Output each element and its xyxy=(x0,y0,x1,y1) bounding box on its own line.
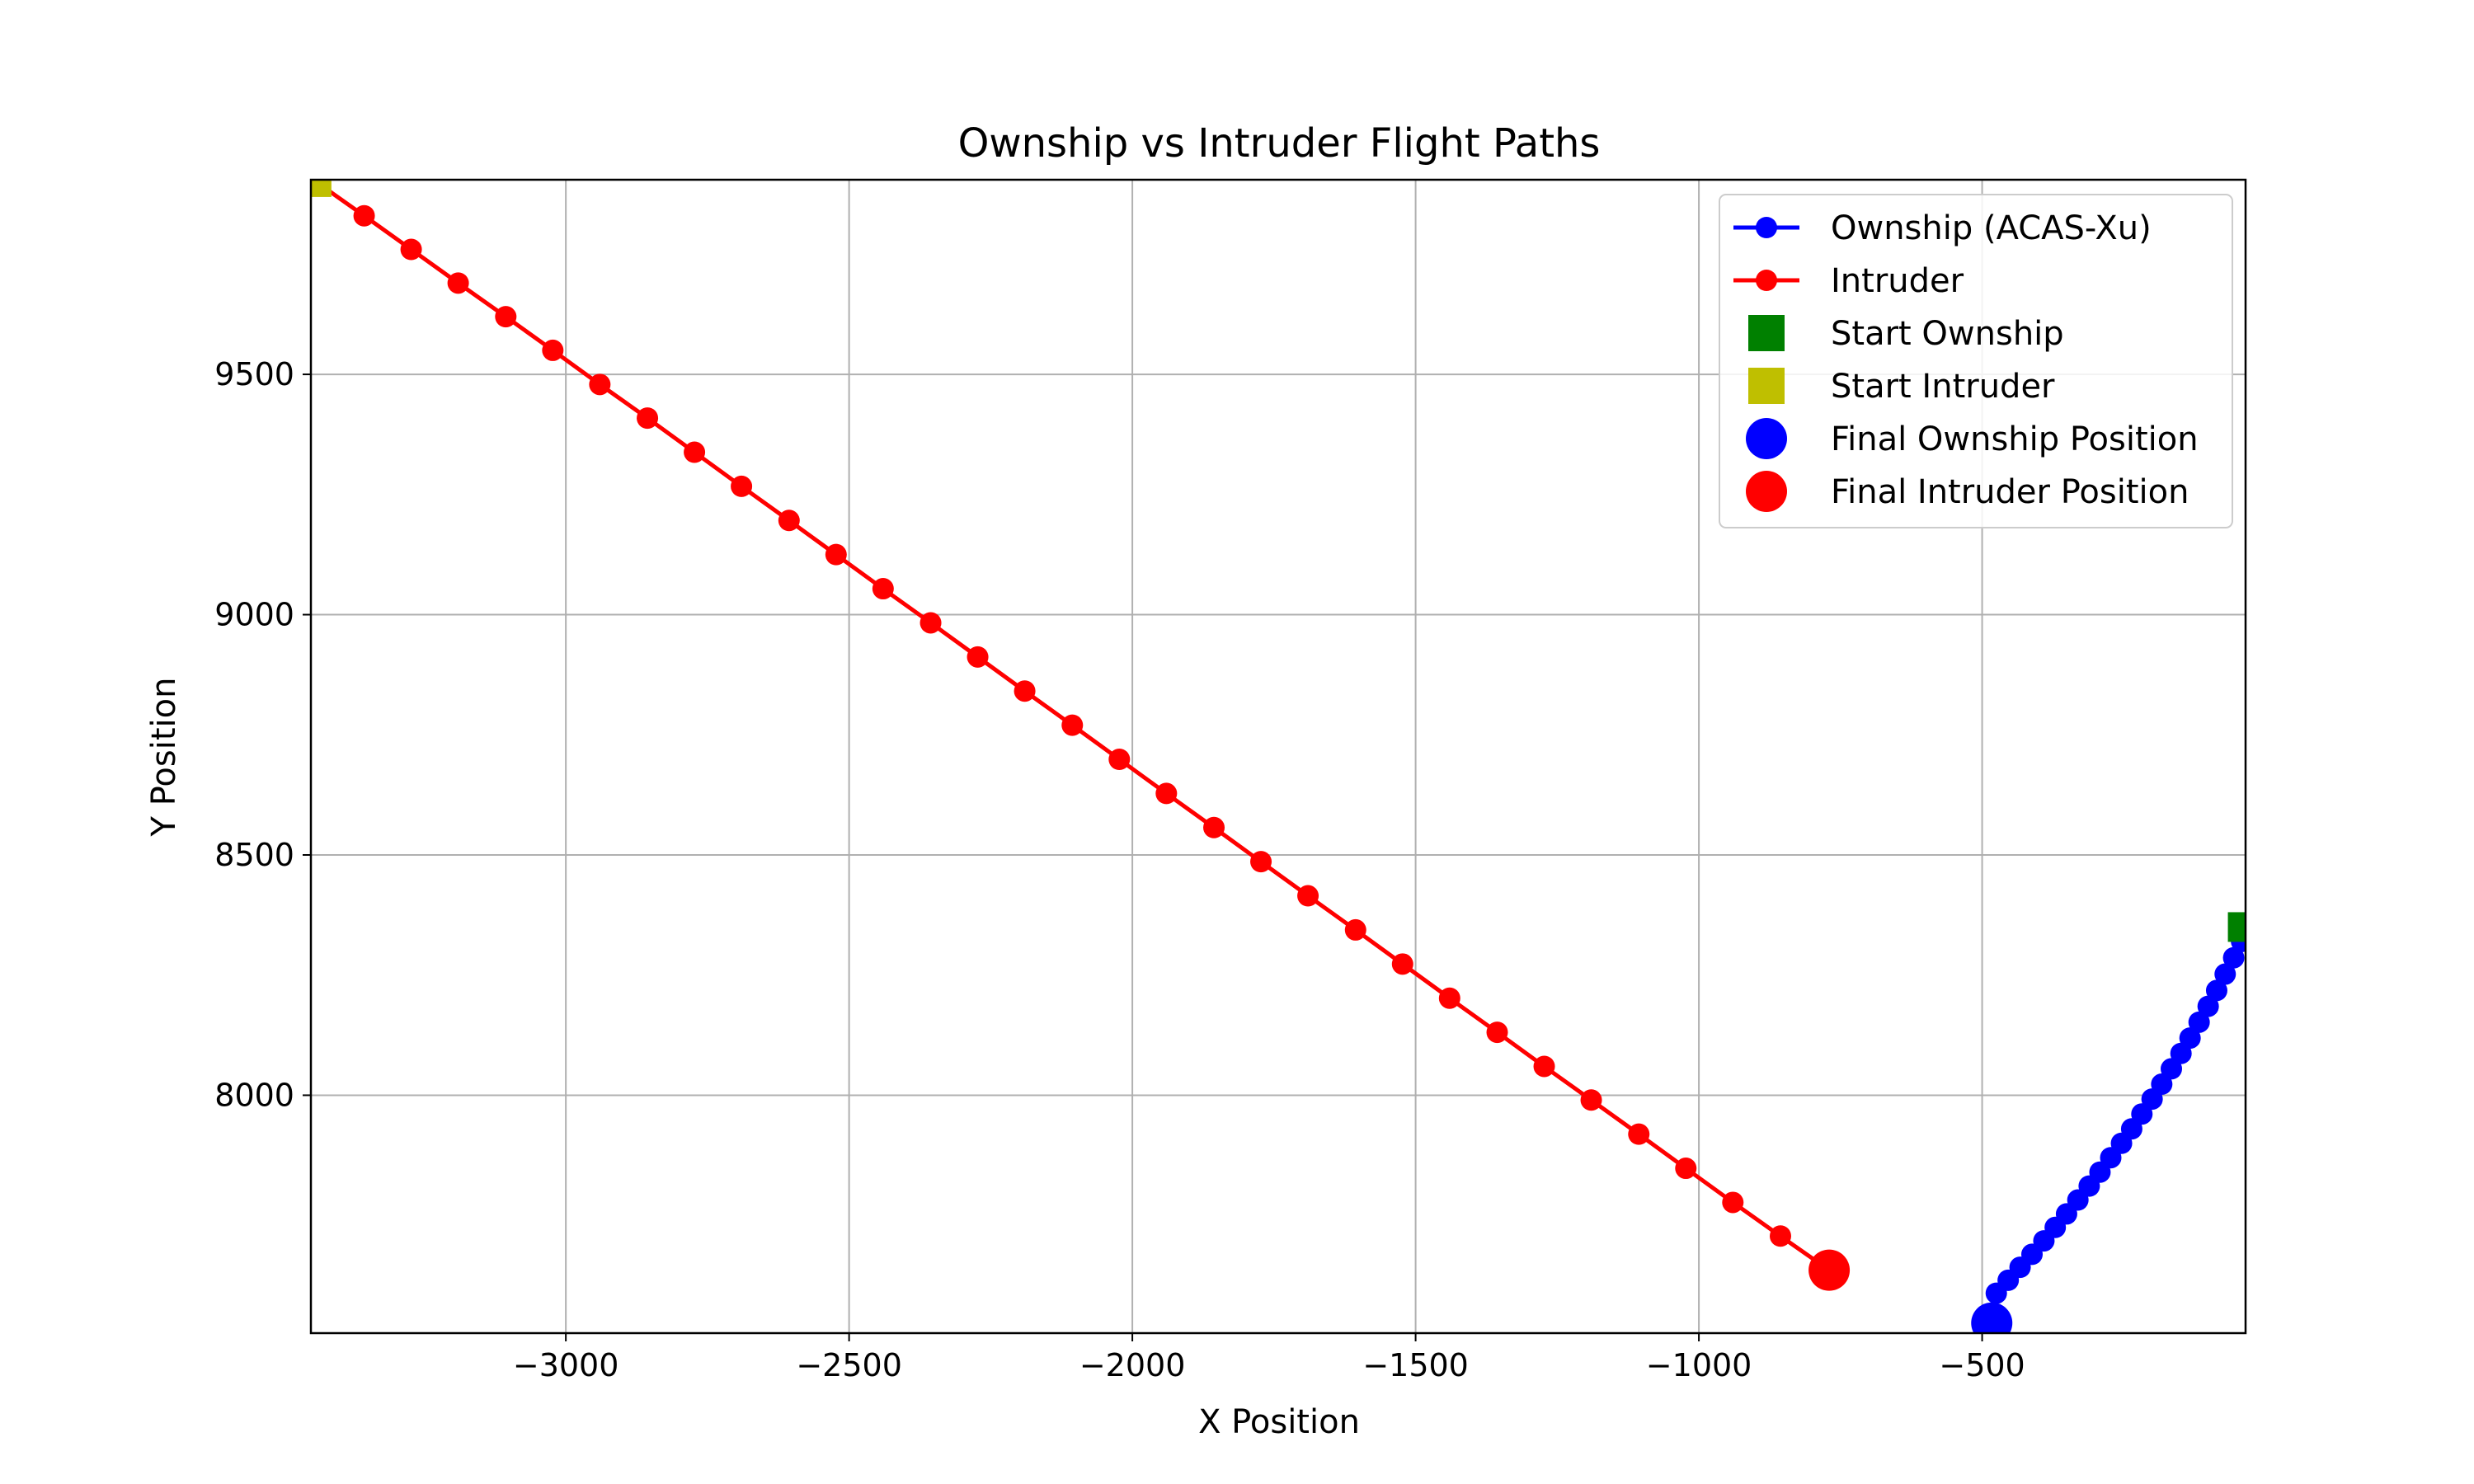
intruder-point xyxy=(542,339,564,361)
intruder-point xyxy=(1155,782,1178,805)
y-axis-label: Y Position xyxy=(145,678,183,838)
legend-label: Ownship (ACAS-Xu) xyxy=(1831,209,2152,247)
legend: Ownship (ACAS-Xu) Intruder Start Ownship St… xyxy=(1719,194,2233,528)
ownship-acas-xu-point xyxy=(2205,979,2227,1002)
x-axis-label: X Position xyxy=(1198,1403,1360,1441)
start-ownship-marker xyxy=(2227,912,2246,942)
plot-series xyxy=(311,180,2246,1333)
final-ownship-position-marker xyxy=(1971,1302,2013,1333)
intruder-point xyxy=(1344,918,1366,941)
y-tick-label: 9500 xyxy=(214,356,294,392)
plot-frame xyxy=(309,178,2247,1335)
intruder-point xyxy=(1628,1123,1650,1145)
legend-swatch-circle xyxy=(1746,471,1787,512)
ownship-acas-xu-point xyxy=(2170,1042,2192,1064)
ownship-acas-xu-point xyxy=(2222,946,2245,969)
intruder-point xyxy=(637,407,659,430)
intruder-point xyxy=(684,441,706,463)
ownship-acas-xu-series xyxy=(1981,930,2246,1333)
intruder-point xyxy=(731,475,753,497)
legend-entry-ownship-acas-xu: Ownship (ACAS-Xu) xyxy=(1733,209,2152,247)
legend-swatch-square xyxy=(1748,368,1785,404)
x-axis: −3000 −2500 −2000 −1500 −1000 −500 xyxy=(513,1333,2025,1383)
legend-swatch-marker xyxy=(1756,270,1777,291)
intruder-point xyxy=(589,373,611,396)
intruder-point xyxy=(1014,680,1036,702)
legend-label: Start Intruder xyxy=(1831,368,2055,406)
intruder-point xyxy=(967,646,989,668)
ownship-acas-xu-point xyxy=(2214,963,2236,985)
intruder-point xyxy=(1580,1089,1602,1111)
y-tick-label: 8500 xyxy=(214,837,294,873)
legend-entry-final-ownship-position: Final Ownship Position xyxy=(1746,418,2199,459)
intruder-point xyxy=(1203,816,1225,838)
intruder-point xyxy=(447,272,469,294)
intruder-point xyxy=(1108,748,1131,770)
intruder-point xyxy=(353,204,375,227)
y-axis: 8000 8500 9000 9500 xyxy=(214,356,311,1113)
legend-swatch-marker xyxy=(1756,217,1777,238)
intruder-point xyxy=(1061,714,1084,736)
x-tick-label: −1500 xyxy=(1362,1347,1469,1383)
x-tick-label: −2500 xyxy=(796,1347,902,1383)
intruder-series xyxy=(311,180,1841,1281)
intruder-point xyxy=(1438,987,1460,1009)
ownship-acas-xu-point xyxy=(1985,1282,2007,1304)
intruder-point xyxy=(400,238,422,261)
legend-label: Start Ownship xyxy=(1831,315,2064,353)
x-tick-label: −3000 xyxy=(513,1347,619,1383)
intruder-point xyxy=(1250,851,1272,873)
intruder-point xyxy=(1533,1055,1555,1078)
final-intruder-position-marker xyxy=(1808,1249,1851,1291)
ownship-acas-xu-point xyxy=(2188,1011,2210,1033)
legend-swatch-circle xyxy=(1746,418,1787,459)
intruder-point xyxy=(1486,1021,1508,1044)
ownship-acas-xu-point xyxy=(2197,995,2219,1017)
intruder-point xyxy=(825,543,847,566)
intruder-point xyxy=(1391,953,1413,975)
legend-box xyxy=(1719,194,2233,528)
intruder-point xyxy=(920,612,942,634)
legend-label: Final Ownship Position xyxy=(1831,420,2199,458)
intruder-point xyxy=(495,306,517,328)
ownship-acas-xu-point xyxy=(2161,1058,2183,1080)
legend-swatch-square xyxy=(1748,315,1785,351)
intruder-point xyxy=(1722,1191,1744,1214)
legend-label: Final Intruder Position xyxy=(1831,473,2189,511)
start-intruder-marker xyxy=(311,180,332,197)
intruder-point xyxy=(1675,1158,1697,1180)
legend-entry-start-ownship: Start Ownship xyxy=(1748,315,2064,353)
intruder-point xyxy=(1769,1225,1791,1247)
chart-title: Ownship vs Intruder Flight Paths xyxy=(958,120,1601,167)
legend-entry-start-intruder: Start Intruder xyxy=(1748,368,2055,406)
intruder-point xyxy=(778,510,800,532)
x-tick-label: −2000 xyxy=(1079,1347,1186,1383)
legend-label: Intruder xyxy=(1831,262,1964,300)
y-tick-label: 8000 xyxy=(214,1077,294,1113)
x-tick-label: −1000 xyxy=(1646,1347,1752,1383)
intruder-point xyxy=(1297,885,1319,907)
intruder-point xyxy=(872,578,894,600)
legend-entry-intruder: Intruder xyxy=(1733,262,1964,300)
y-tick-label: 9000 xyxy=(214,597,294,633)
legend-entry-final-intruder-position: Final Intruder Position xyxy=(1746,471,2189,512)
x-tick-label: −500 xyxy=(1939,1347,2025,1383)
